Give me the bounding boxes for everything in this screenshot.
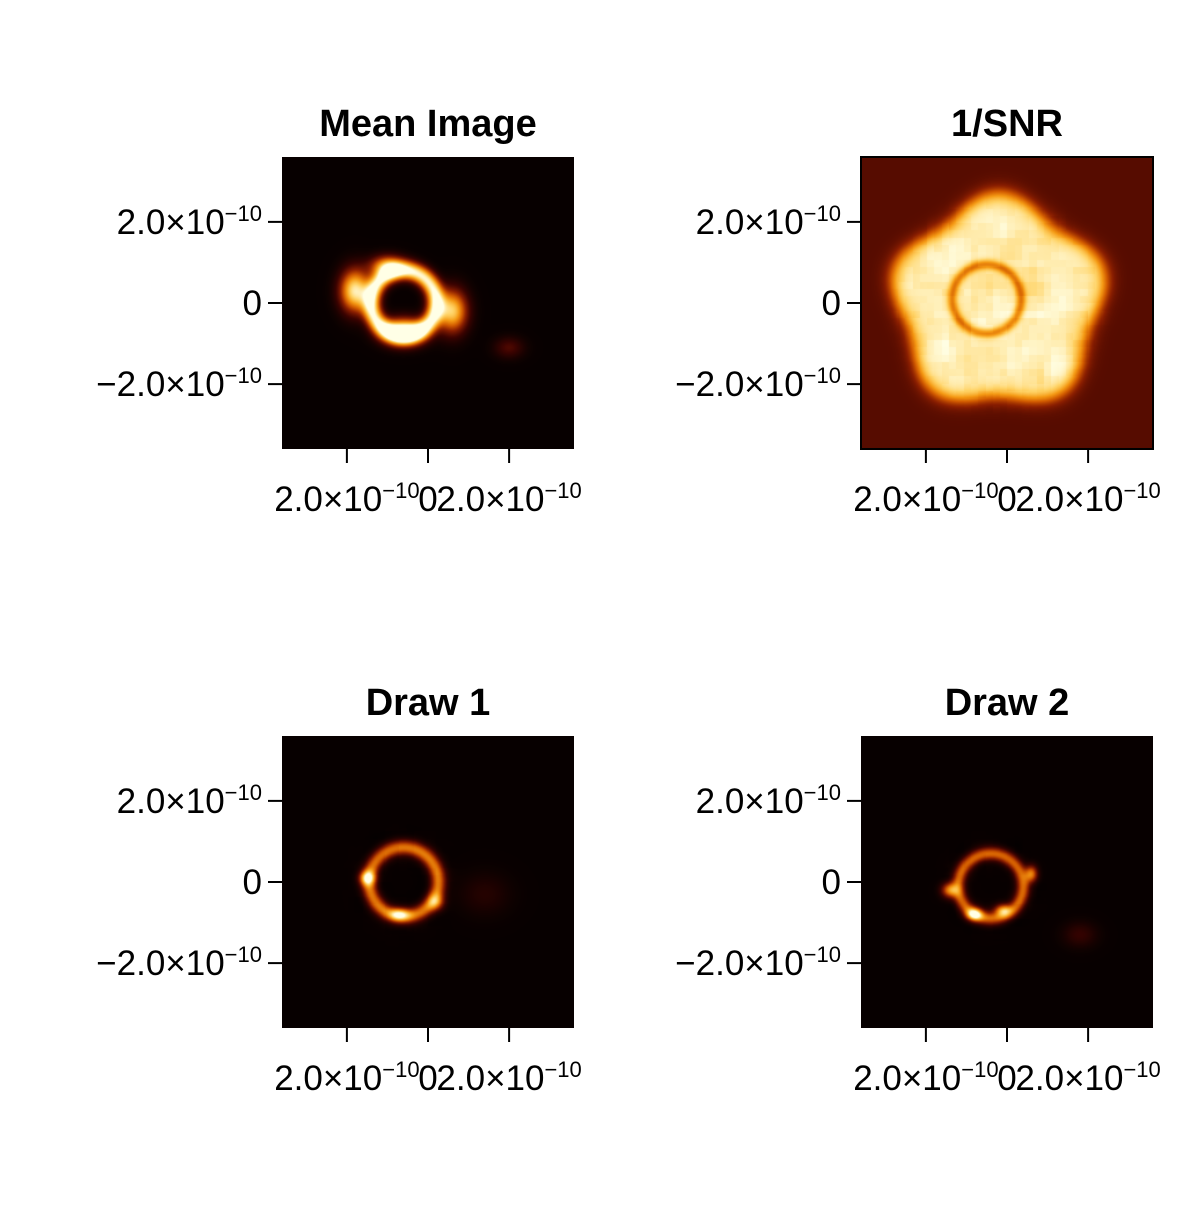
x-tick-label: 2.0×10−10	[853, 1057, 998, 1098]
plot-frame	[282, 157, 574, 449]
plot-frame	[282, 736, 574, 1028]
x-tick-label-text: 0	[418, 480, 437, 519]
x-tick-label-exponent: −10	[544, 1057, 581, 1082]
heatmap-image	[861, 736, 1153, 1028]
y-tick-label: 2.0×10−10	[696, 201, 841, 242]
y-tick-label: 0	[822, 284, 841, 323]
x-tick-label: 2.0×10−10	[436, 478, 581, 519]
x-tick-label-text: 0	[997, 1059, 1016, 1098]
x-tick-label-text: 0	[418, 1059, 437, 1098]
x-tick-label: 2.0×10−10	[274, 478, 419, 519]
heatmap-image	[282, 157, 574, 449]
x-tick-label-text: 2.0×10	[436, 1059, 544, 1098]
heatmap-image	[282, 736, 574, 1028]
y-tick-label-exponent: −10	[225, 201, 262, 226]
x-tick-label-text: 2.0×10	[853, 480, 961, 519]
y-tick-label: −2.0×10−10	[96, 363, 262, 404]
y-tick-label-text: −2.0×10	[96, 365, 224, 404]
y-tick-label-exponent: −10	[225, 363, 262, 388]
panel-title: Draw 1	[365, 682, 491, 724]
x-tick-label: 0	[418, 480, 437, 519]
x-tick-label: 2.0×10−10	[1015, 1057, 1160, 1098]
plot-frame	[860, 156, 1154, 450]
y-tick-label-exponent: −10	[804, 363, 841, 388]
panel-draw-2: Draw 2 2.0×10−10 0 −2.0×10−10 2.0×10−10 0 2.0…	[599, 674, 1161, 1214]
x-tick-label-exponent: −10	[382, 1057, 419, 1082]
y-tick-label: −2.0×10−10	[675, 363, 841, 404]
x-tick-label-text: 2.0×10	[436, 480, 544, 519]
x-tick-label-exponent: −10	[1123, 478, 1160, 503]
x-tick-label-exponent: −10	[544, 478, 581, 503]
plot-frame	[861, 736, 1153, 1028]
y-tick-label-text: 2.0×10	[117, 782, 225, 821]
y-tick-label-text: 0	[822, 863, 841, 902]
y-tick-label-exponent: −10	[804, 942, 841, 967]
y-tick-label: 0	[243, 863, 262, 902]
y-tick-label-text: 2.0×10	[117, 203, 225, 242]
y-tick-label-text: 2.0×10	[696, 782, 804, 821]
x-tick-label: 0	[997, 480, 1016, 519]
y-tick-label-exponent: −10	[804, 780, 841, 805]
x-tick-label: 2.0×10−10	[274, 1057, 419, 1098]
panel-mean-image: Mean Image 2.0×10−10 0 −2.0×10−10 2.0×10−10…	[20, 95, 582, 635]
y-tick-label: 0	[243, 284, 262, 323]
y-tick-label: 2.0×10−10	[117, 780, 262, 821]
panel-title: Mean Image	[319, 103, 537, 145]
x-tick-label-text: 0	[997, 480, 1016, 519]
x-tick-label-exponent: −10	[382, 478, 419, 503]
panel-inverse-snr: 1/SNR 2.0×10−10 0 −2.0×10−10 2.0×10−10 0 2.0×…	[599, 95, 1161, 635]
x-tick-label: 0	[997, 1059, 1016, 1098]
y-tick-label: 2.0×10−10	[696, 780, 841, 821]
y-tick-label-text: −2.0×10	[96, 944, 224, 983]
y-tick-label-exponent: −10	[225, 780, 262, 805]
x-tick-label: 0	[418, 1059, 437, 1098]
y-tick-label-exponent: −10	[225, 942, 262, 967]
y-tick-label: −2.0×10−10	[96, 942, 262, 983]
y-tick-label-text: 2.0×10	[696, 203, 804, 242]
y-tick-label: −2.0×10−10	[675, 942, 841, 983]
y-tick-label-text: −2.0×10	[675, 944, 803, 983]
x-tick-label-text: 2.0×10	[853, 1059, 961, 1098]
x-tick-label-exponent: −10	[961, 1057, 998, 1082]
heatmap-image	[861, 157, 1153, 449]
x-tick-label-text: 2.0×10	[274, 480, 382, 519]
x-tick-label: 2.0×10−10	[853, 478, 998, 519]
y-tick-label-text: 0	[243, 863, 262, 902]
x-tick-label: 2.0×10−10	[436, 1057, 581, 1098]
y-tick-label-exponent: −10	[804, 201, 841, 226]
x-tick-label-text: 2.0×10	[1015, 1059, 1123, 1098]
x-tick-label-exponent: −10	[1123, 1057, 1160, 1082]
y-tick-label: 0	[822, 863, 841, 902]
y-tick-label: 2.0×10−10	[117, 201, 262, 242]
x-tick-label-text: 2.0×10	[274, 1059, 382, 1098]
y-tick-label-text: 0	[243, 284, 262, 323]
panel-draw-1: Draw 1 2.0×10−10 0 −2.0×10−10 2.0×10−10 0 2.0…	[20, 674, 582, 1214]
x-tick-label-exponent: −10	[961, 478, 998, 503]
panel-title: Draw 2	[944, 682, 1070, 724]
x-tick-label-text: 2.0×10	[1015, 480, 1123, 519]
y-tick-label-text: −2.0×10	[675, 365, 803, 404]
y-tick-label-text: 0	[822, 284, 841, 323]
panel-title: 1/SNR	[951, 103, 1063, 145]
x-tick-label: 2.0×10−10	[1015, 478, 1160, 519]
